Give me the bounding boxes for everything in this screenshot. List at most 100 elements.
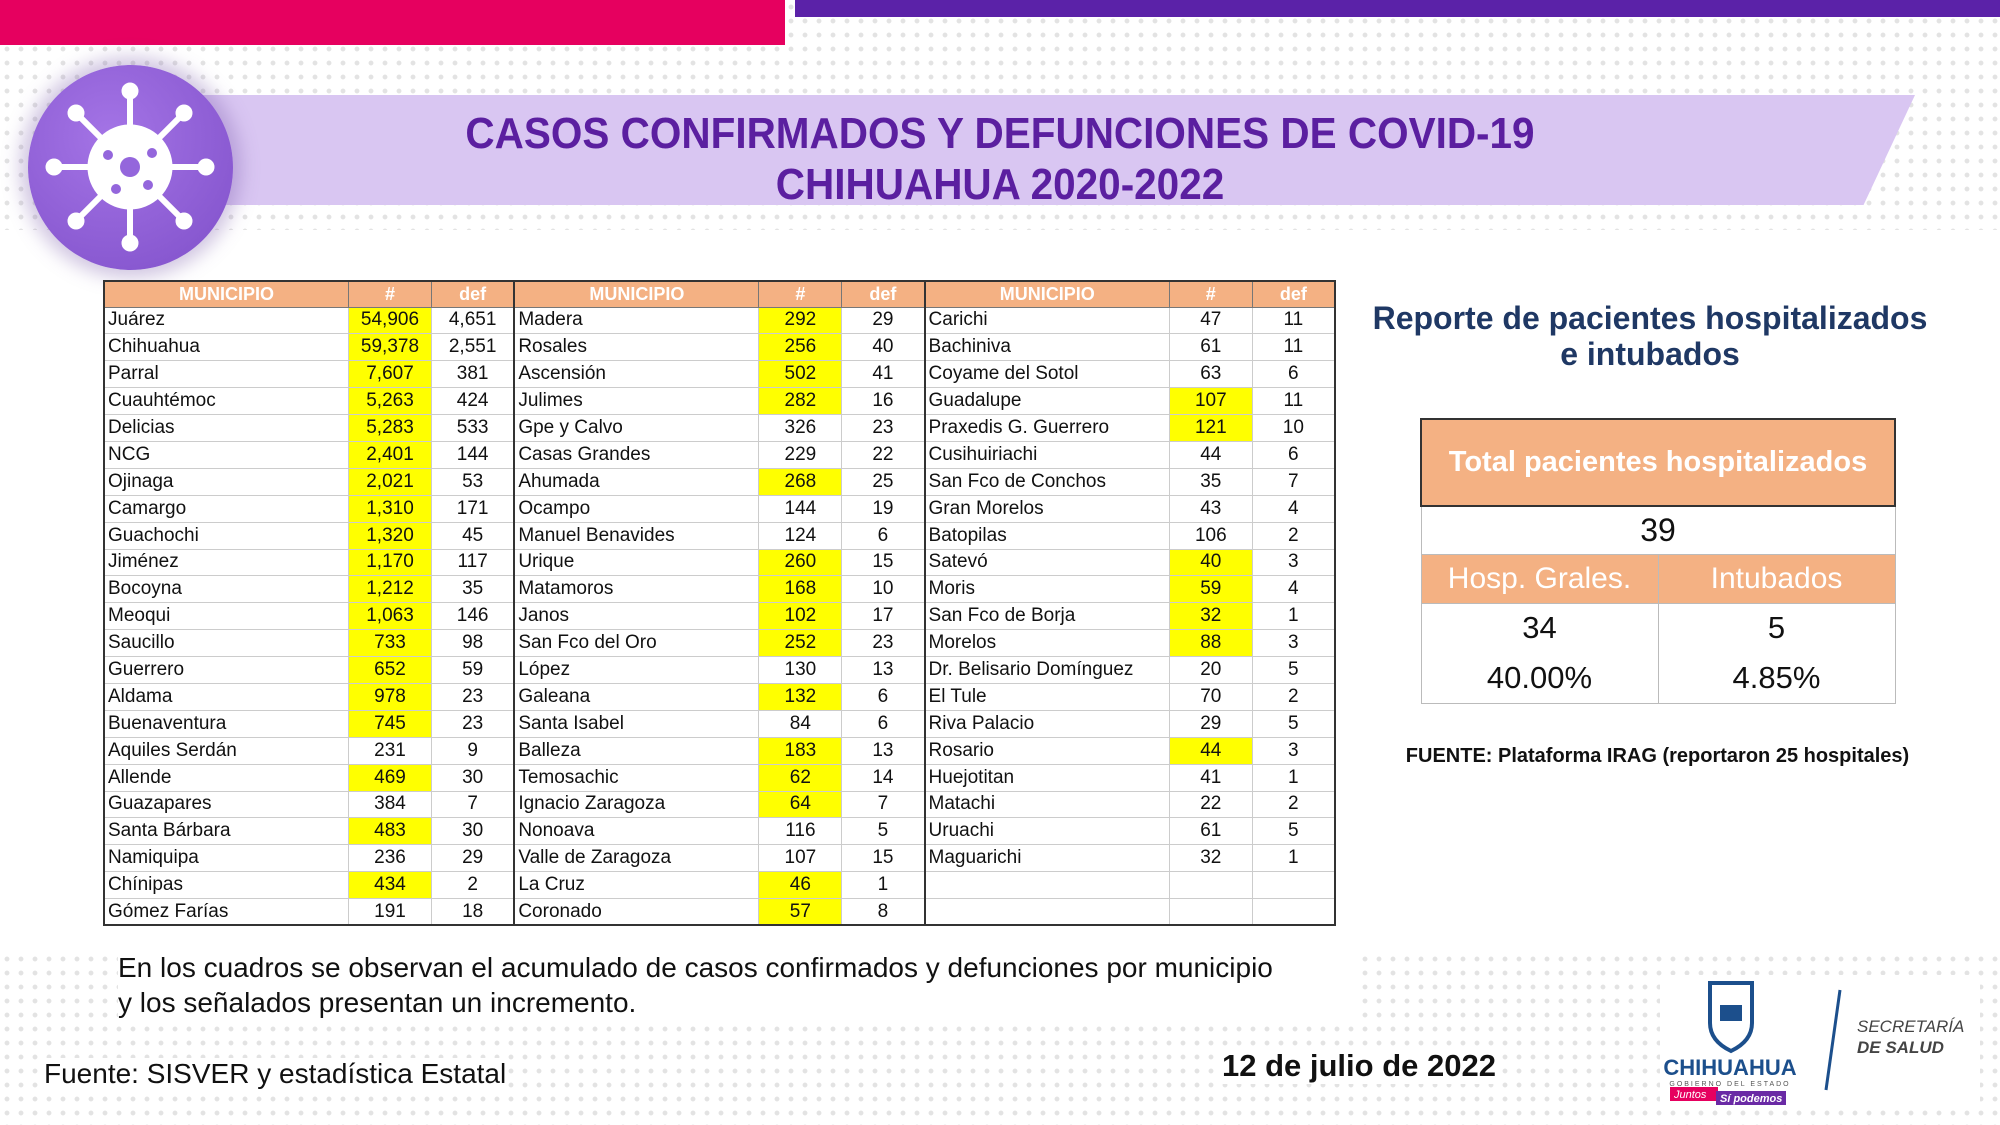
municipio-cell: Gpe y Calvo bbox=[513, 414, 760, 442]
deaths-cell: 3 bbox=[1251, 629, 1336, 658]
cases-cell: 41 bbox=[1168, 763, 1253, 792]
municipio-cell: Praxedis G. Guerrero bbox=[923, 414, 1170, 442]
cases-cell: 54,906 bbox=[348, 306, 432, 335]
table-row: Parral 7,607 381 Ascensión 502 41 Coyame del S… bbox=[103, 360, 1336, 389]
municipality-table: MUNICIPIO # def MUNICIPIO # def MUNICIPIO # def … bbox=[103, 280, 1336, 927]
deaths-cell: 11 bbox=[1251, 333, 1336, 362]
cases-cell: 1,310 bbox=[348, 494, 432, 523]
municipio-cell: Namiquipa bbox=[103, 844, 350, 873]
municipio-cell: Aquiles Serdán bbox=[103, 736, 350, 765]
cases-cell: 1,212 bbox=[348, 575, 432, 604]
municipio-cell: Juárez bbox=[103, 306, 350, 335]
cases-cell: 252 bbox=[758, 629, 843, 658]
table-row: Ojinaga 2,021 53 Ahumada 268 25 San Fco de Con… bbox=[103, 467, 1336, 496]
cases-cell: 84 bbox=[758, 709, 843, 738]
table-row: Bocoyna 1,212 35 Matamoros 168 10 Moris 59 4 bbox=[103, 575, 1336, 604]
municipio-cell: Gómez Farías bbox=[103, 898, 350, 926]
cases-cell: 44 bbox=[1168, 440, 1253, 469]
deaths-cell: 8 bbox=[841, 898, 926, 926]
cases-cell: 70 bbox=[1168, 682, 1253, 711]
table-row: Guachochi 1,320 45 Manuel Benavides 124 6 Bato… bbox=[103, 521, 1336, 550]
municipio-cell: Aldama bbox=[103, 682, 350, 711]
deaths-cell: 6 bbox=[841, 709, 926, 738]
deaths-cell: 10 bbox=[1251, 414, 1336, 442]
deaths-cell: 7 bbox=[841, 790, 926, 819]
municipio-cell: Guachochi bbox=[103, 521, 350, 550]
municipio-cell: San Fco del Oro bbox=[513, 629, 760, 658]
column-header-municipio: MUNICIPIO bbox=[103, 280, 350, 308]
hosp-grales-pct: 40.00% bbox=[1420, 653, 1659, 704]
report-title-line-1: Reporte de pacientes hospitalizados bbox=[1372, 300, 1928, 336]
deaths-cell: 53 bbox=[430, 467, 515, 496]
deaths-cell: 3 bbox=[1251, 736, 1336, 765]
deaths-cell: 41 bbox=[841, 360, 926, 389]
municipio-cell: Cusihuiriachi bbox=[923, 440, 1170, 469]
municipio-cell: Satevó bbox=[923, 548, 1170, 577]
cases-cell: 502 bbox=[758, 360, 843, 389]
municipio-cell: Ocampo bbox=[513, 494, 760, 523]
cases-cell: 61 bbox=[1168, 817, 1253, 846]
municipio-cell: Dr. Belisario Domínguez bbox=[923, 656, 1170, 684]
municipio-cell: Moris bbox=[923, 575, 1170, 604]
municipio-cell: Janos bbox=[513, 602, 760, 631]
report-source: FUENTE: Plataforma IRAG (reportaron 25 h… bbox=[1405, 745, 1910, 767]
municipio-cell: Guazapares bbox=[103, 790, 350, 819]
table-row: Chínipas 434 2 La Cruz 46 1 bbox=[103, 871, 1336, 900]
column-header-deaths: def bbox=[1251, 280, 1336, 308]
municipio-cell: Santa Isabel bbox=[513, 709, 760, 738]
municipio-cell: Meoqui bbox=[103, 602, 350, 631]
page-title: CASOS CONFIRMADOS Y DEFUNCIONES DE COVID… bbox=[264, 108, 1736, 210]
deaths-cell: 13 bbox=[841, 736, 926, 765]
cases-cell: 47 bbox=[1168, 306, 1253, 335]
cases-cell: 61 bbox=[1168, 333, 1253, 362]
deaths-cell: 171 bbox=[430, 494, 515, 523]
deaths-cell: 2 bbox=[430, 871, 515, 900]
municipio-cell: Valle de Zaragoza bbox=[513, 844, 760, 873]
deaths-cell: 23 bbox=[841, 414, 926, 442]
municipio-cell: Madera bbox=[513, 306, 760, 335]
intubados-label: Intubados bbox=[1657, 553, 1896, 604]
cases-cell: 107 bbox=[1168, 387, 1253, 416]
deaths-cell: 381 bbox=[430, 360, 515, 389]
table-row: Meoqui 1,063 146 Janos 102 17 San Fco de Borja… bbox=[103, 602, 1336, 631]
deaths-cell: 15 bbox=[841, 844, 926, 873]
cases-cell: 121 bbox=[1168, 414, 1253, 442]
table-row: Guerrero 652 59 López 130 13 Dr. Belisario Dom… bbox=[103, 656, 1336, 684]
cases-cell: 292 bbox=[758, 306, 843, 335]
cases-cell: 256 bbox=[758, 333, 843, 362]
deaths-cell: 1 bbox=[1251, 763, 1336, 792]
deaths-cell: 11 bbox=[1251, 306, 1336, 335]
deaths-cell: 59 bbox=[430, 656, 515, 684]
municipio-cell: Maguarichi bbox=[923, 844, 1170, 873]
deaths-cell: 6 bbox=[841, 521, 926, 550]
table-row: Cuauhtémoc 5,263 424 Julimes 282 16 Guadalupe 1… bbox=[103, 387, 1336, 416]
municipio-cell: Ahumada bbox=[513, 467, 760, 496]
hosp-grales-label: Hosp. Grales. bbox=[1420, 553, 1659, 604]
cases-cell: 116 bbox=[758, 817, 843, 846]
deaths-cell: 23 bbox=[430, 682, 515, 711]
cases-cell: 1,063 bbox=[348, 602, 432, 631]
deaths-cell: 2 bbox=[1251, 682, 1336, 711]
table-row: Aquiles Serdán 231 9 Balleza 183 13 Rosario 44 3 bbox=[103, 736, 1336, 765]
column-header-cases: # bbox=[758, 280, 843, 308]
cases-cell: 7,607 bbox=[348, 360, 432, 389]
municipio-cell: Allende bbox=[103, 763, 350, 792]
cases-cell: 231 bbox=[348, 736, 432, 765]
cases-cell: 183 bbox=[758, 736, 843, 765]
municipio-cell: Santa Bárbara bbox=[103, 817, 350, 846]
deaths-cell: 7 bbox=[430, 790, 515, 819]
municipio-cell: Delicias bbox=[103, 414, 350, 442]
municipio-cell: NCG bbox=[103, 440, 350, 469]
municipio-cell: Saucillo bbox=[103, 629, 350, 658]
deaths-cell: 13 bbox=[841, 656, 926, 684]
cases-cell: 144 bbox=[758, 494, 843, 523]
deaths-cell: 14 bbox=[841, 763, 926, 792]
deaths-cell: 22 bbox=[841, 440, 926, 469]
cases-cell bbox=[1168, 871, 1253, 900]
deaths-cell: 6 bbox=[1251, 360, 1336, 389]
deaths-cell: 23 bbox=[841, 629, 926, 658]
cases-cell: 64 bbox=[758, 790, 843, 819]
deaths-cell: 2,551 bbox=[430, 333, 515, 362]
table-header-row: MUNICIPIO # def MUNICIPIO # def MUNICIPIO # def bbox=[103, 280, 1336, 308]
municipio-cell: Batopilas bbox=[923, 521, 1170, 550]
